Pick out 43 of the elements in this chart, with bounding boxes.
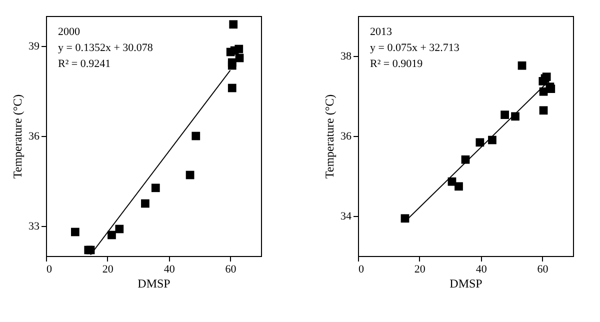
y-axis-title: Temperature (°C) <box>10 94 24 179</box>
point <box>500 110 509 119</box>
annotation: 2000 <box>58 26 80 38</box>
point <box>235 54 244 62</box>
annotation: y = 0.1352x + 30.078 <box>58 42 154 54</box>
y-axis-title: Temperature (°C) <box>322 94 336 179</box>
point <box>476 138 484 147</box>
y-tick-label: 39 <box>28 40 40 52</box>
point <box>192 132 200 140</box>
y-tick-label: 36 <box>28 130 40 142</box>
y-tick-label: 34 <box>340 210 352 222</box>
point <box>539 106 548 115</box>
point <box>234 44 244 54</box>
point <box>151 184 160 192</box>
x-tick-label: 0 <box>358 264 364 276</box>
x-tick-label: 20 <box>414 264 426 276</box>
x-tick-label: 60 <box>537 264 549 276</box>
point <box>400 214 410 223</box>
point <box>228 84 236 92</box>
annotation: R² = 0.9019 <box>370 58 424 70</box>
point <box>108 230 116 240</box>
point <box>229 20 238 29</box>
x-tick-label: 60 <box>225 264 237 276</box>
y-tick-label: 38 <box>340 50 352 62</box>
annotation: y = 0.075x + 32.713 <box>370 42 460 54</box>
annotation: R² = 0.9241 <box>58 58 111 70</box>
x-axis-title: DMSP <box>450 276 483 290</box>
x-tick-label: 0 <box>46 264 52 276</box>
point <box>186 170 194 180</box>
point <box>518 61 526 70</box>
point <box>454 182 463 191</box>
x-axis-title: DMSP <box>138 276 171 290</box>
x-tick-label: 40 <box>164 264 176 276</box>
point <box>115 224 124 234</box>
annotation: 2013 <box>370 26 392 38</box>
point <box>228 58 236 67</box>
x-tick-label: 20 <box>102 264 114 276</box>
point <box>511 112 520 121</box>
x-tick-label: 40 <box>476 264 488 276</box>
y-tick-label: 33 <box>28 220 40 232</box>
point <box>141 199 150 208</box>
y-tick-label: 36 <box>340 130 352 142</box>
point <box>70 228 80 236</box>
